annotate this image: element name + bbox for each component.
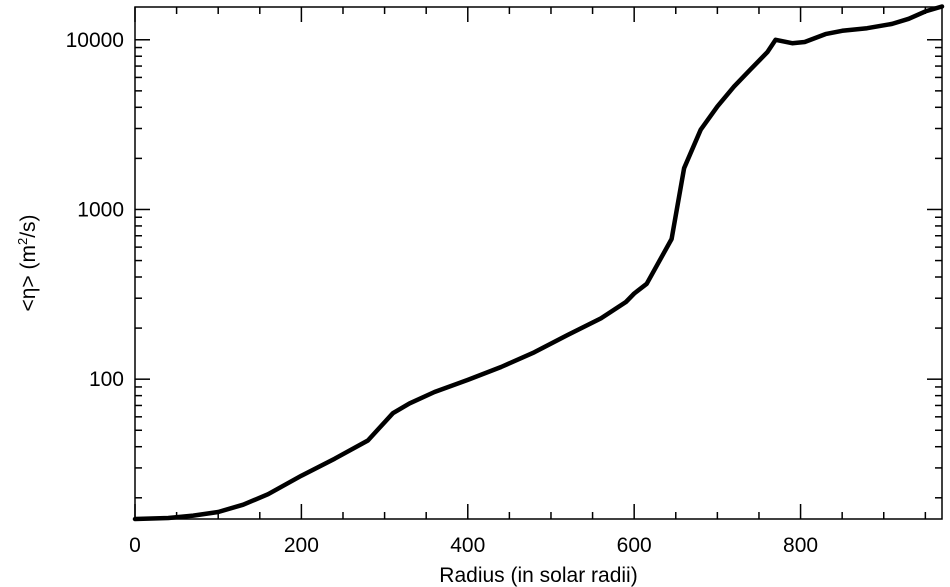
x-tick-label: 800 xyxy=(783,534,818,557)
tick-marks xyxy=(134,7,942,519)
y-axis-title-main: <η> (m xyxy=(17,245,40,312)
y-axis-title-unit: /s) xyxy=(17,214,40,237)
y-axis-title: <η> (m2/s) xyxy=(15,214,40,311)
y-tick-label: 1000 xyxy=(77,198,124,221)
x-tick-label: 400 xyxy=(450,534,485,557)
y-tick-label: 10000 xyxy=(66,29,124,52)
x-tick-label: 200 xyxy=(284,534,319,557)
x-tick-label: 600 xyxy=(617,534,652,557)
plot-frame xyxy=(134,6,943,520)
x-axis-title: Radius (in solar radii) xyxy=(439,564,637,587)
y-tick-label: 100 xyxy=(89,368,124,391)
series-line xyxy=(132,4,945,522)
x-tick-label: 0 xyxy=(129,534,141,557)
tick-labels: 0 200 400 600 800 100 1000 10000 xyxy=(66,29,818,557)
y-axis-title-superscript: 2 xyxy=(15,238,30,245)
